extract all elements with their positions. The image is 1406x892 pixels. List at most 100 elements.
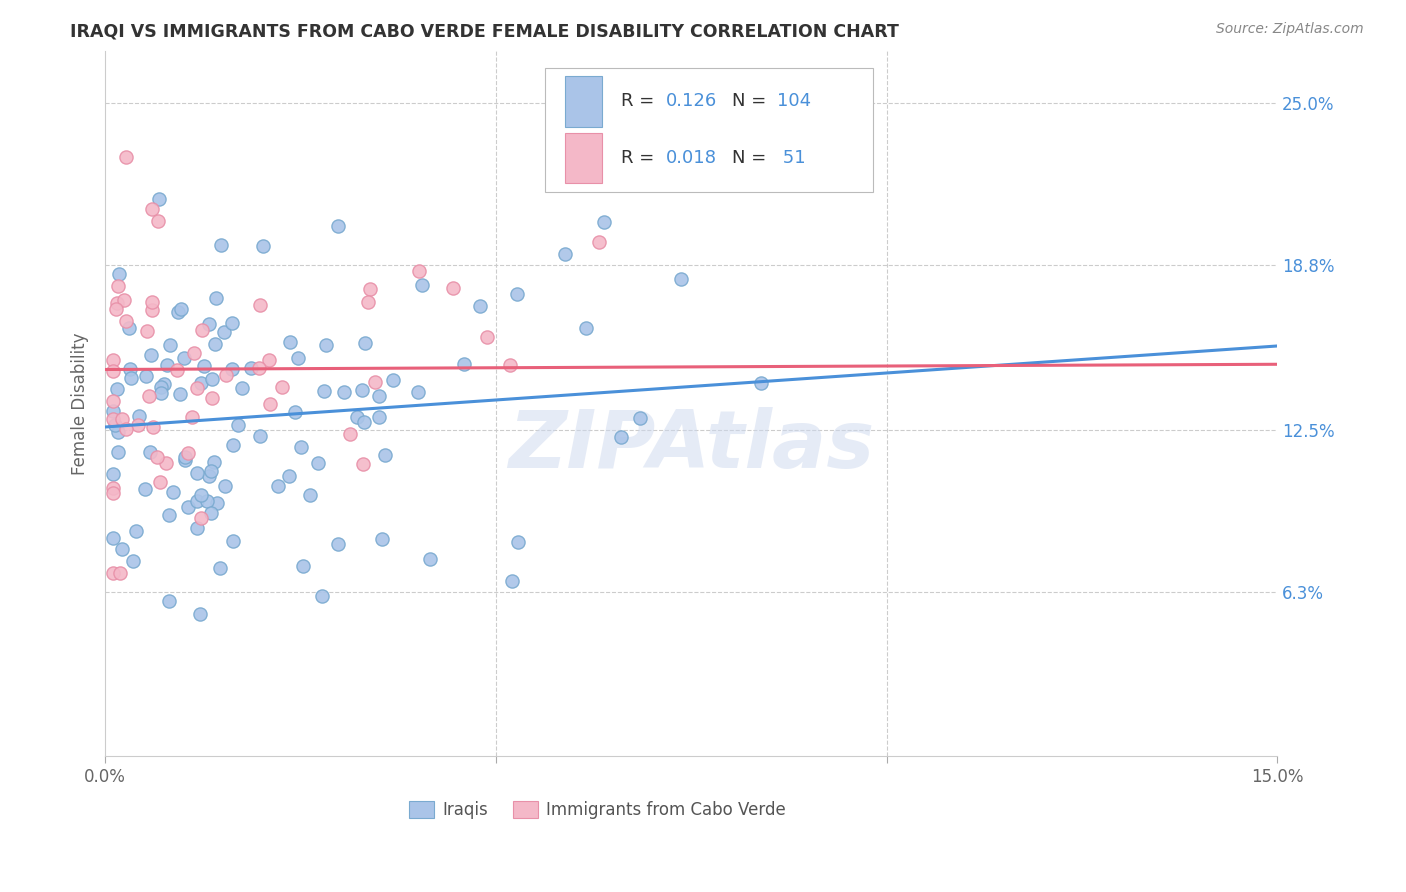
Point xyxy=(190,376,212,391)
Point xyxy=(408,264,430,278)
Point xyxy=(575,320,598,334)
Point xyxy=(108,267,131,281)
Point xyxy=(107,279,129,293)
Point xyxy=(406,385,429,400)
FancyBboxPatch shape xyxy=(565,133,602,184)
Point xyxy=(501,574,523,588)
Point xyxy=(173,351,195,366)
Point xyxy=(367,410,389,425)
Point xyxy=(101,481,124,495)
Point xyxy=(190,510,212,524)
Point xyxy=(267,478,290,492)
Point xyxy=(307,457,329,471)
Point xyxy=(205,496,228,510)
Point xyxy=(671,271,693,285)
Point xyxy=(128,409,150,423)
Point xyxy=(146,450,169,464)
Point xyxy=(186,467,208,481)
Point xyxy=(382,373,405,387)
Point xyxy=(247,360,270,375)
Point xyxy=(120,371,142,385)
Point xyxy=(148,192,170,206)
Point xyxy=(166,363,188,377)
Point xyxy=(101,486,124,500)
Point xyxy=(155,456,177,470)
Point xyxy=(354,335,377,350)
Point xyxy=(470,299,492,313)
Point xyxy=(114,313,136,327)
Point xyxy=(181,409,204,424)
Point xyxy=(118,321,141,335)
Point xyxy=(201,391,224,405)
Point xyxy=(499,358,522,372)
Point xyxy=(252,238,274,252)
Point xyxy=(221,533,243,548)
Point xyxy=(222,438,245,452)
Point xyxy=(197,469,219,483)
Point xyxy=(287,351,309,365)
Point xyxy=(191,323,214,337)
Point xyxy=(357,295,380,310)
Point xyxy=(411,278,433,293)
Point xyxy=(326,219,349,234)
Point xyxy=(508,534,530,549)
Point xyxy=(101,467,124,481)
Point xyxy=(186,494,208,508)
Text: R =: R = xyxy=(621,149,659,167)
Point xyxy=(311,589,333,603)
Point xyxy=(231,381,253,395)
Point xyxy=(125,524,148,538)
Point xyxy=(101,363,124,377)
Point xyxy=(214,326,236,340)
Point xyxy=(101,353,124,368)
Point xyxy=(157,593,180,607)
Point xyxy=(453,357,475,371)
Point xyxy=(315,337,337,351)
Point xyxy=(149,380,172,394)
Point xyxy=(159,338,181,352)
Point xyxy=(157,508,180,522)
Point xyxy=(259,397,281,411)
Point xyxy=(205,291,228,305)
Y-axis label: Female Disability: Female Disability xyxy=(72,332,89,475)
Point xyxy=(198,317,221,331)
Point xyxy=(139,445,162,459)
Point xyxy=(506,286,529,301)
Point xyxy=(593,215,616,229)
Point xyxy=(350,383,373,397)
Text: Source: ZipAtlas.com: Source: ZipAtlas.com xyxy=(1216,22,1364,37)
Text: IRAQI VS IMMIGRANTS FROM CABO VERDE FEMALE DISABILITY CORRELATION CHART: IRAQI VS IMMIGRANTS FROM CABO VERDE FEMA… xyxy=(70,22,900,40)
Text: N =: N = xyxy=(733,149,772,167)
Point xyxy=(214,478,236,492)
Point xyxy=(104,417,127,432)
Point xyxy=(215,368,238,382)
Point xyxy=(101,404,124,418)
Point xyxy=(101,566,124,581)
Point xyxy=(208,561,231,575)
Point xyxy=(111,412,134,426)
Point xyxy=(127,418,149,433)
Point xyxy=(588,235,610,249)
Text: 0.126: 0.126 xyxy=(665,93,717,111)
Point xyxy=(190,488,212,502)
Point xyxy=(312,384,335,398)
Point xyxy=(278,334,301,349)
Point xyxy=(204,337,226,351)
Point xyxy=(105,382,128,396)
Point xyxy=(368,389,391,403)
Text: ZIPAtlas: ZIPAtlas xyxy=(508,407,875,485)
Point xyxy=(105,301,128,316)
FancyBboxPatch shape xyxy=(544,69,873,192)
Point xyxy=(278,468,301,483)
Point xyxy=(166,304,188,318)
Point xyxy=(112,293,135,307)
Point xyxy=(101,412,124,426)
Point xyxy=(298,487,321,501)
Text: R =: R = xyxy=(621,93,659,111)
Point xyxy=(138,388,160,402)
Point xyxy=(259,353,281,368)
Point xyxy=(475,330,498,344)
Point xyxy=(135,368,157,383)
Point xyxy=(371,533,394,547)
Point xyxy=(141,294,163,309)
